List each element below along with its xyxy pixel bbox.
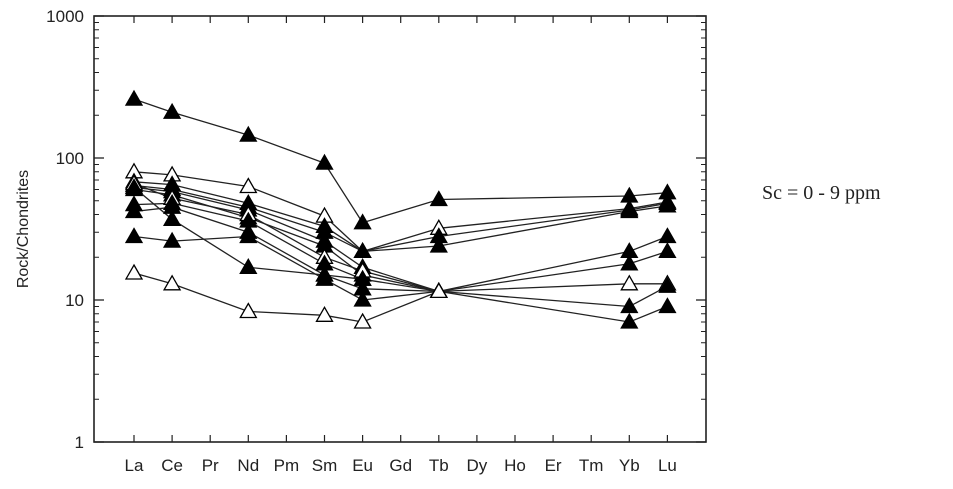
x-category-label: Nd	[237, 456, 259, 475]
series-line	[133, 206, 668, 323]
open-triangle-marker	[353, 312, 372, 329]
filled-triangle-marker	[315, 265, 334, 282]
filled-triangle-marker	[658, 242, 677, 259]
filled-triangle-marker	[429, 236, 448, 253]
x-category-label: Lu	[658, 456, 677, 475]
series-line	[133, 171, 668, 253]
open-triangle-marker	[429, 282, 448, 299]
y-major-ticks	[94, 15, 706, 443]
y-minor-ticks	[94, 21, 706, 400]
filled-triangle-marker	[658, 276, 677, 293]
x-category-label: Gd	[389, 456, 412, 475]
filled-triangle-marker	[353, 290, 372, 307]
x-category-label: Tb	[429, 456, 449, 475]
open-triangle-marker	[162, 274, 182, 291]
filled-triangle-marker	[124, 202, 144, 219]
y-axis-title: Rock/Chondrites	[15, 170, 32, 288]
x-category-label: Dy	[467, 456, 488, 475]
open-triangle-marker	[315, 305, 334, 322]
x-category-label: Eu	[352, 456, 373, 475]
y-tick-label: 1	[75, 433, 84, 452]
x-category-label: La	[125, 456, 144, 475]
filled-triangle-marker	[658, 196, 677, 213]
filled-triangle-marker	[620, 312, 639, 329]
filled-triangle-marker	[353, 213, 372, 230]
open-triangle-marker	[124, 263, 144, 280]
filled-triangle-marker	[124, 178, 144, 195]
x-ticks	[133, 16, 669, 442]
x-category-label: Ho	[504, 456, 526, 475]
open-triangle-marker	[239, 177, 258, 194]
filled-triangle-marker	[353, 242, 372, 259]
filled-triangle-marker	[124, 227, 144, 244]
series-line	[133, 188, 668, 293]
x-category-label: Er	[545, 456, 562, 475]
filled-triangle-marker	[620, 297, 639, 314]
filled-triangle-marker	[620, 254, 639, 271]
series-line	[133, 272, 440, 323]
filled-triangle-marker	[239, 257, 258, 274]
filled-triangle-marker	[239, 227, 258, 244]
series-line	[133, 186, 668, 293]
series-line	[133, 202, 668, 308]
x-category-labels: La Ce Pr Nd Pm Sm Eu Gd Tb Dy Ho Er Tm Yb Lu	[125, 456, 677, 475]
marker-layer	[124, 89, 677, 329]
y-tick-labels: 1 10 100 1000	[46, 7, 84, 452]
series-line	[133, 182, 668, 293]
filled-triangle-marker	[239, 125, 258, 142]
x-category-label: Tm	[579, 456, 604, 475]
filled-triangle-marker	[162, 102, 182, 119]
series-line	[133, 181, 668, 253]
sc-annotation: Sc = 0 - 9 ppm	[762, 182, 881, 204]
open-triangle-marker	[620, 274, 639, 291]
series-line	[133, 235, 439, 301]
x-category-label: Yb	[619, 456, 640, 475]
filled-triangle-marker	[124, 89, 144, 106]
filled-triangle-marker	[353, 269, 372, 286]
series-layer	[133, 98, 668, 323]
filled-triangle-marker	[658, 297, 677, 314]
filled-triangle-marker	[658, 227, 677, 244]
series-line	[133, 98, 668, 224]
x-category-label: Sm	[312, 456, 338, 475]
x-category-label: Pm	[274, 456, 300, 475]
filled-triangle-marker	[162, 209, 182, 226]
series-line	[133, 184, 668, 253]
y-tick-label: 100	[56, 149, 84, 168]
y-tick-label: 1000	[46, 7, 84, 26]
open-triangle-marker	[239, 302, 258, 319]
x-category-label: Pr	[202, 456, 219, 475]
filled-triangle-marker	[162, 231, 182, 248]
y-tick-label: 10	[65, 291, 84, 310]
x-category-label: Ce	[161, 456, 183, 475]
filled-triangle-marker	[429, 190, 448, 207]
filled-triangle-marker	[315, 153, 334, 170]
plot-frame	[93, 15, 707, 443]
filled-triangle-marker	[620, 202, 639, 219]
